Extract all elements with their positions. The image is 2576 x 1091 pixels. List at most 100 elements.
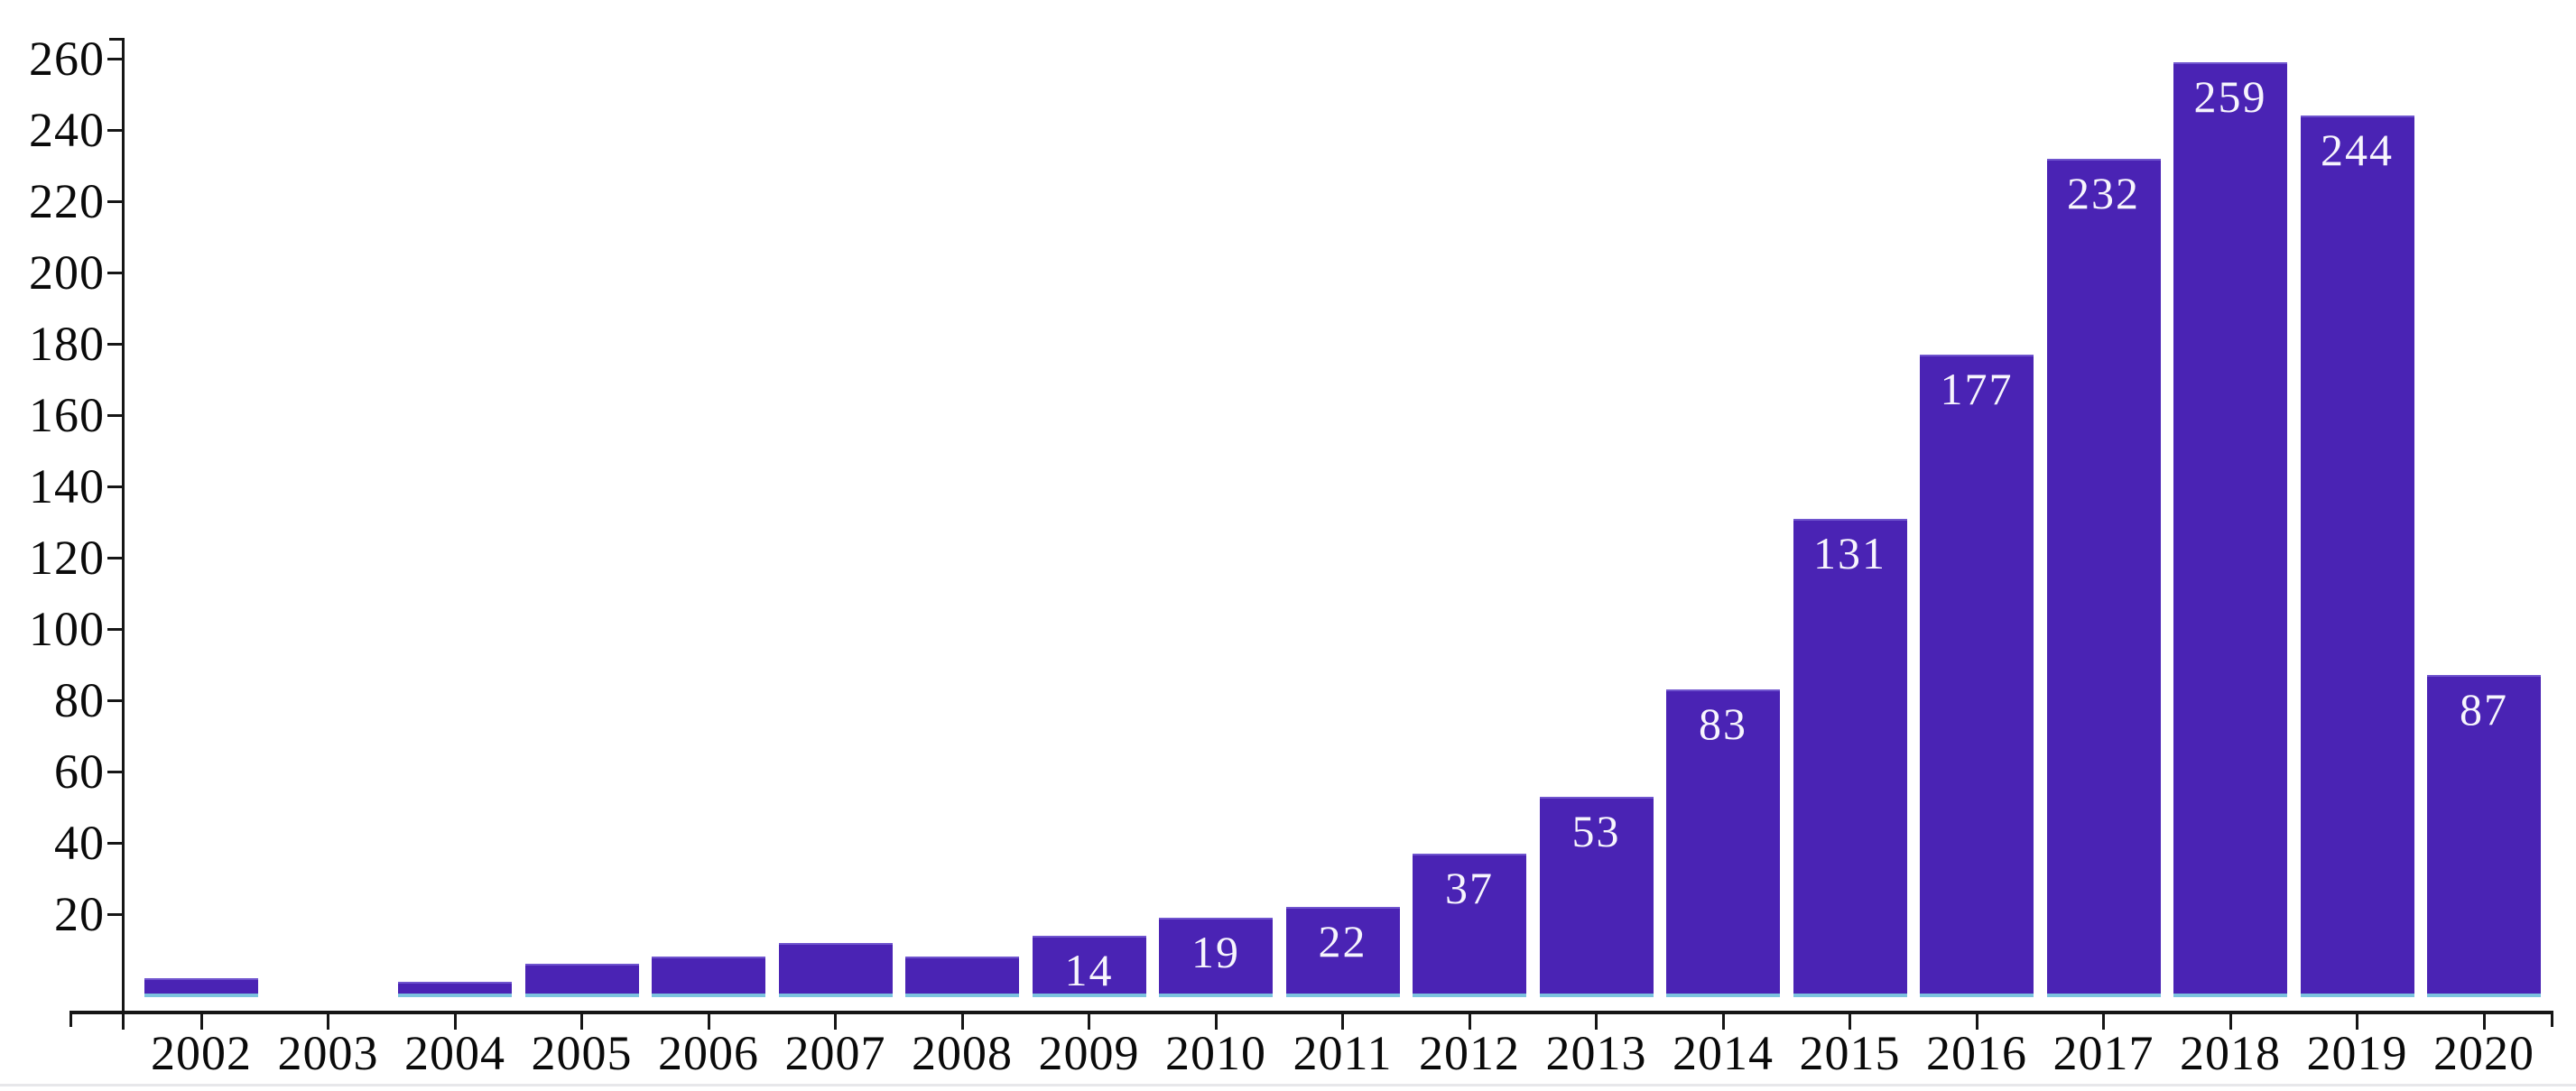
bar — [778, 942, 893, 997]
x-tick — [1214, 1014, 1218, 1030]
x-tick-label: 2011 — [1293, 1026, 1393, 1080]
bar: 259 — [2173, 61, 2287, 997]
y-tick — [107, 698, 123, 702]
x-tick-label: 2012 — [1419, 1026, 1520, 1080]
bar — [398, 982, 512, 997]
bar-value-label: 14 — [1064, 944, 1114, 995]
bar-value-label: 87 — [2460, 684, 2508, 735]
y-tick — [107, 413, 123, 417]
x-tick-label: 2018 — [2180, 1026, 2281, 1080]
x-tick-label: 2009 — [1038, 1026, 1140, 1080]
bar: 83 — [1666, 689, 1780, 997]
y-tick — [107, 199, 123, 203]
x-tick — [1595, 1014, 1598, 1030]
x-tick-label: 2007 — [784, 1026, 886, 1080]
y-tick-label: 60 — [54, 744, 105, 799]
y-tick-label: 240 — [29, 103, 105, 157]
x-tick — [1975, 1014, 1978, 1030]
x-tick — [453, 1014, 457, 1030]
y-tick — [107, 912, 123, 916]
x-tick — [1088, 1014, 1090, 1030]
x-tick — [327, 1014, 329, 1030]
x-tick-label: 2010 — [1165, 1026, 1266, 1080]
x-tick-label: 2005 — [531, 1026, 633, 1080]
x-tick-label: 2016 — [1926, 1026, 2027, 1080]
bar: 14 — [1032, 935, 1146, 997]
x-tick-label: 2003 — [277, 1026, 379, 1080]
bar: 53 — [1539, 796, 1654, 997]
x-tick — [834, 1014, 837, 1030]
x-tick — [1721, 1014, 1725, 1030]
x-tick — [1849, 1014, 1851, 1030]
bar: 244 — [2300, 116, 2414, 997]
y-tick — [107, 556, 123, 559]
x-tick — [960, 1014, 964, 1030]
x-tick — [2482, 1014, 2486, 1030]
x-tick — [2102, 1014, 2105, 1030]
x-tick — [1341, 1014, 1344, 1030]
bar — [144, 978, 258, 997]
x-tick — [2356, 1014, 2358, 1030]
bar-value-label: 244 — [2321, 125, 2394, 176]
x-axis-right-end-hook — [2551, 1011, 2553, 1027]
y-axis-line — [122, 38, 125, 1030]
x-tick — [1468, 1014, 1471, 1030]
y-tick — [107, 770, 123, 773]
bar: 22 — [1285, 907, 1400, 997]
bar-value-label: 53 — [1571, 805, 1621, 856]
y-tick — [107, 841, 123, 845]
y-tick-label: 200 — [29, 245, 105, 300]
bar — [905, 957, 1019, 997]
y-tick-label: 100 — [29, 602, 105, 656]
y-tick — [107, 342, 123, 346]
bar-value-label: 83 — [1699, 698, 1747, 750]
y-tick-label: 180 — [29, 317, 105, 371]
bar-value-label: 19 — [1191, 926, 1240, 977]
y-tick — [107, 485, 123, 488]
bar-value-label: 232 — [2067, 167, 2140, 218]
x-tick-label: 2017 — [2052, 1026, 2154, 1080]
x-tick-label: 2008 — [912, 1026, 1013, 1080]
x-tick — [199, 1014, 203, 1030]
x-tick-label: 2020 — [2433, 1026, 2534, 1080]
y-tick — [107, 57, 123, 60]
y-tick — [107, 128, 123, 132]
x-tick-label: 2013 — [1545, 1026, 1647, 1080]
bar — [524, 964, 639, 997]
bar-value-label: 177 — [1940, 363, 2014, 414]
y-tick-label: 40 — [54, 816, 105, 870]
bar: 177 — [1920, 354, 2034, 997]
y-tick-label: 220 — [29, 174, 105, 228]
bar-value-label: 37 — [1445, 862, 1494, 913]
y-tick-label: 80 — [54, 673, 105, 727]
x-tick-label: 2019 — [2306, 1026, 2408, 1080]
y-tick — [107, 627, 123, 631]
x-tick — [2229, 1014, 2232, 1030]
bar — [652, 957, 765, 997]
y-tick-label: 120 — [29, 531, 105, 585]
x-tick-label: 2015 — [1799, 1026, 1901, 1080]
x-tick — [707, 1014, 710, 1030]
bar: 37 — [1413, 853, 1526, 997]
x-tick-label: 2002 — [151, 1026, 252, 1080]
y-axis-top-cap — [109, 38, 125, 41]
x-axis-line — [69, 1011, 2553, 1014]
bottom-edge-rule — [0, 1084, 2576, 1086]
bar-value-label: 259 — [2193, 70, 2267, 122]
y-tick-label: 260 — [29, 32, 105, 86]
y-tick — [107, 271, 123, 274]
y-tick-label: 20 — [54, 887, 105, 941]
bar: 131 — [1793, 518, 1907, 997]
x-tick-label: 2004 — [404, 1026, 505, 1080]
y-tick-label: 160 — [29, 388, 105, 442]
bar-value-label: 131 — [1813, 527, 1886, 578]
x-axis-left-end-tick — [69, 1011, 72, 1027]
bar-value-label: 22 — [1318, 916, 1367, 967]
y-tick-label: 140 — [29, 459, 105, 513]
x-tick — [580, 1014, 583, 1030]
bar: 19 — [1159, 917, 1273, 997]
x-tick-label: 2006 — [658, 1026, 759, 1080]
bar: 232 — [2046, 158, 2161, 997]
x-tick-label: 2014 — [1673, 1026, 1774, 1080]
